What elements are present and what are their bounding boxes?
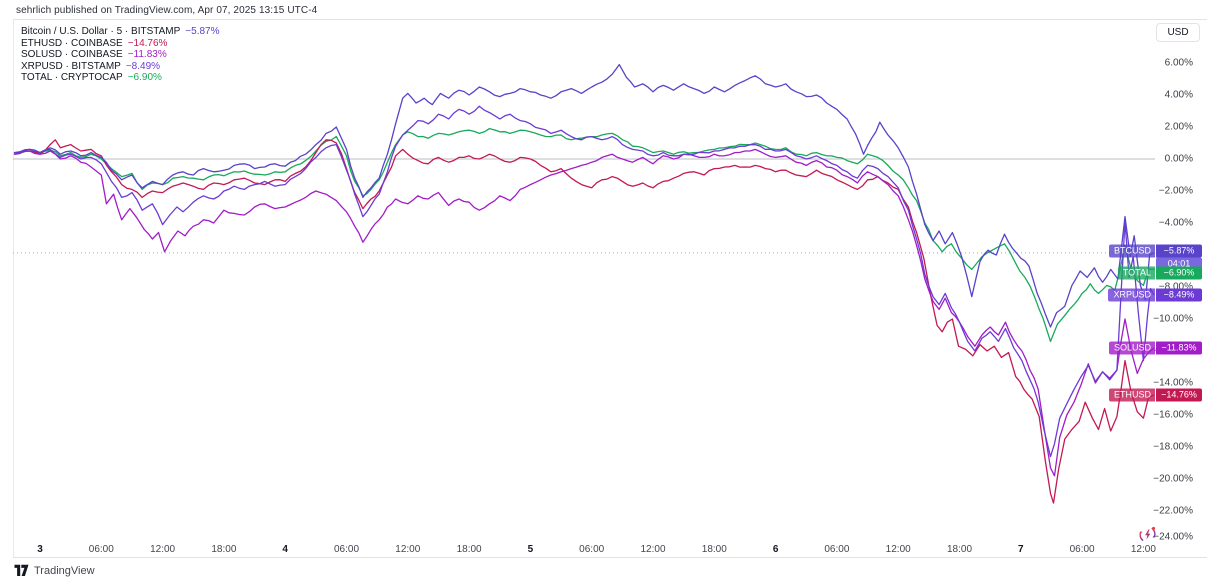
time-axis-label: 3 [37, 544, 43, 555]
time-axis-label: 5 [527, 544, 534, 555]
price-badge-btcusd[interactable]: BTCUSD −5.87% [1108, 244, 1202, 258]
chart-top-border [13, 19, 1207, 20]
series-line-btcusd [13, 63, 1155, 328]
price-badge-solusd[interactable]: SOLUSD −11.83% [1108, 341, 1202, 355]
legend-change-value: −11.83% [127, 49, 167, 61]
legend-change-value: −14.76% [127, 37, 168, 49]
badge-value: −6.90% [1156, 266, 1202, 280]
tradingview-logo-text: TradingView [34, 564, 95, 577]
price-axis-label: 0.00% [1164, 153, 1193, 165]
badge-ticker: XRPUSD [1108, 288, 1155, 302]
time-axis-label: 6 [772, 544, 779, 555]
chart-left-border [13, 19, 14, 557]
time-axis-label: 18:00 [456, 544, 482, 555]
time-axis-label: 4 [282, 544, 288, 555]
time-axis[interactable]: 3 06:00 12:00 18:00 4 06:00 12:00 18:00 5 06:00 12… [13, 540, 1156, 557]
flash-replay-icon[interactable] [1138, 525, 1157, 544]
tradingview-logo-icon [14, 564, 29, 576]
legend-symbol: XRPUSD · BITSTAMP [21, 60, 121, 72]
badge-value: −11.83% [1156, 341, 1202, 355]
legend-row-solusd[interactable]: SOLUSD · COINBASE −11.83% [21, 49, 220, 61]
time-axis-label: 06:00 [88, 544, 114, 555]
legend-row-total[interactable]: TOTAL · CRYPTOCAP −6.90% [21, 72, 220, 84]
time-axis-label: 18:00 [211, 544, 237, 555]
time-axis-label: 12:00 [640, 544, 666, 555]
price-axis-label: −14.00% [1153, 377, 1193, 389]
price-axis-label: −16.00% [1153, 409, 1193, 421]
price-axis-label: −2.00% [1158, 185, 1193, 197]
chart-bottom-border [13, 557, 1207, 558]
price-axis-label: 4.00% [1164, 89, 1193, 101]
badge-ticker: SOLUSD [1108, 341, 1155, 355]
time-axis-label: 12:00 [395, 544, 421, 555]
attribution-text: sehrlich published on TradingView.com, A… [16, 5, 318, 16]
price-axis-label: −8.00% [1158, 281, 1193, 293]
time-axis-label: 12:00 [150, 544, 176, 555]
legend-change-value: −5.87% [185, 26, 220, 37]
badge-ticker: ETHUSD [1108, 388, 1155, 402]
time-axis-label: 7 [1018, 544, 1024, 555]
price-axis-label: −22.00% [1153, 505, 1193, 517]
legend-row-btcusd[interactable]: Bitcoin / U.S. Dollar · 5 · BITSTAMP −5.8… [21, 26, 220, 38]
time-axis-label: 06:00 [579, 544, 605, 555]
badge-value: −14.76% [1156, 388, 1202, 402]
legend-change-value: −6.90% [127, 72, 162, 84]
time-axis-label: 06:00 [333, 544, 360, 555]
price-axis-label: −4.00% [1158, 217, 1193, 229]
legend-symbol: SOLUSD · COINBASE [21, 49, 123, 61]
price-axis-label: −10.00% [1153, 313, 1193, 325]
legend-symbol: ETHUSD · COINBASE [21, 37, 123, 49]
time-axis-label: 18:00 [701, 544, 727, 555]
time-axis-label: 12:00 [885, 544, 911, 555]
legend-symbol: TOTAL · CRYPTOCAP [21, 72, 123, 84]
price-axis-label: −18.00% [1153, 441, 1193, 453]
tradingview-logo[interactable]: TradingView [14, 564, 95, 577]
badge-value: −8.49% [1156, 288, 1202, 302]
price-badge-total[interactable]: TOTAL −6.90% [1117, 266, 1202, 280]
badge-ticker: BTCUSD [1108, 244, 1155, 258]
legend-row-xrpusd[interactable]: XRPUSD · BITSTAMP −8.49% [21, 61, 220, 73]
price-axis-label: −24.00% [1153, 531, 1193, 543]
legend-symbol: Bitcoin / U.S. Dollar · 5 · BITSTAMP [21, 26, 181, 37]
price-axis-label: 2.00% [1164, 121, 1193, 133]
time-axis-label: 12:00 [1130, 544, 1156, 555]
series-line-xrpusd [13, 105, 1155, 458]
badge-ticker: TOTAL [1117, 266, 1155, 280]
time-axis-label: 06:00 [1069, 544, 1095, 555]
price-axis-label: 6.00% [1164, 57, 1193, 69]
time-axis-label: 06:00 [824, 544, 850, 555]
series-line-ethusd [13, 139, 1155, 504]
legend-change-value: −8.49% [125, 60, 161, 72]
series-line-solusd [13, 148, 1155, 477]
price-axis-label: −20.00% [1153, 473, 1193, 485]
time-axis-label: 18:00 [946, 544, 973, 555]
currency-toggle-button[interactable]: USD [1156, 23, 1200, 42]
badge-value: −5.87% [1156, 244, 1202, 258]
legend: Bitcoin / U.S. Dollar · 5 · BITSTAMP −5.8… [21, 26, 220, 84]
price-badge-ethusd[interactable]: ETHUSD −14.76% [1108, 388, 1202, 402]
legend-row-ethusd[interactable]: ETHUSD · COINBASE −14.76% [21, 38, 220, 50]
price-badge-xrpusd[interactable]: XRPUSD −8.49% [1108, 288, 1202, 302]
